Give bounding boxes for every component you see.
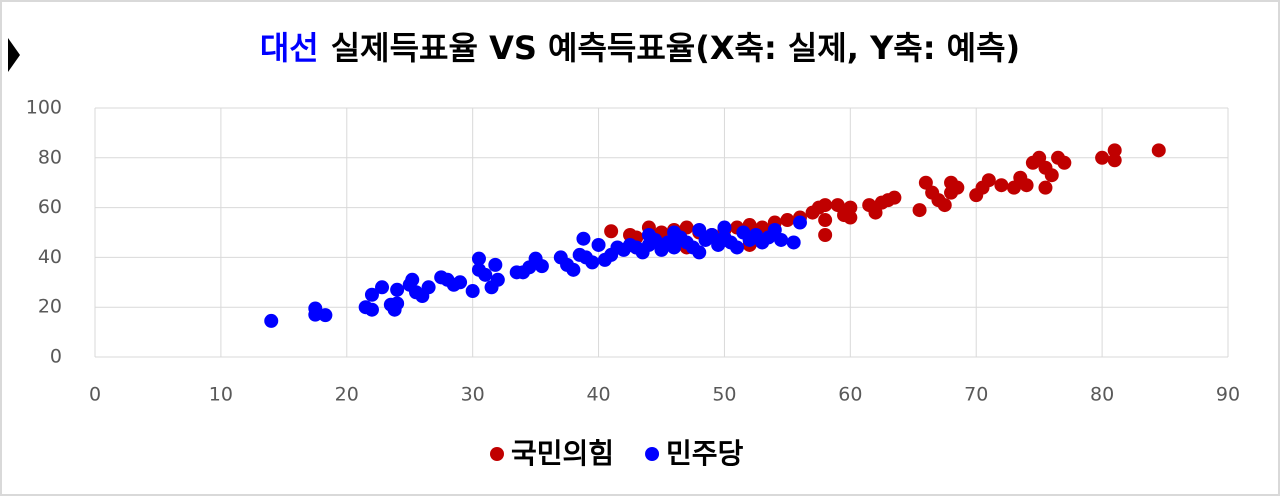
- point: [1107, 143, 1122, 158]
- legend-marker: [490, 447, 504, 461]
- point: [490, 272, 505, 287]
- legend-marker: [645, 447, 660, 461]
- point: [1057, 155, 1072, 170]
- point: [1151, 143, 1166, 158]
- point: [488, 257, 503, 272]
- point: [390, 282, 405, 297]
- point: [1032, 150, 1047, 165]
- point: [818, 198, 833, 213]
- y-tick-label: 80: [38, 146, 62, 168]
- point: [604, 224, 619, 239]
- x-tick-label: 40: [586, 384, 610, 406]
- marker-icon: [8, 38, 20, 72]
- point: [566, 262, 581, 277]
- chart-title: 대선 실제득표율 VS 예측득표율(X축: 실제, Y축: 예측): [260, 29, 1020, 67]
- point: [534, 259, 549, 274]
- y-tick-label: 0: [50, 346, 62, 368]
- point: [1019, 178, 1034, 193]
- point: [717, 220, 732, 235]
- x-tick-label: 80: [1090, 384, 1114, 406]
- point: [843, 200, 858, 215]
- point: [887, 190, 902, 205]
- x-tick-label: 90: [1216, 384, 1240, 406]
- point: [692, 223, 707, 238]
- point: [818, 213, 833, 228]
- point: [421, 280, 436, 295]
- point: [478, 267, 493, 282]
- point: [780, 213, 795, 228]
- point: [405, 272, 420, 287]
- x-tick-label: 0: [89, 384, 101, 406]
- point: [868, 205, 883, 220]
- y-tick-label: 100: [26, 97, 62, 119]
- point: [692, 245, 707, 260]
- legend-label: 국민의힘: [511, 437, 614, 470]
- point: [591, 237, 606, 252]
- point: [981, 173, 996, 188]
- point: [994, 178, 1009, 193]
- x-tick-label: 50: [712, 384, 736, 406]
- point: [818, 227, 833, 242]
- point: [792, 215, 807, 230]
- point: [950, 180, 965, 195]
- point: [667, 240, 682, 255]
- point: [390, 296, 405, 311]
- point: [471, 251, 486, 266]
- point: [318, 308, 333, 323]
- y-tick-label: 40: [38, 246, 62, 268]
- x-tick-label: 10: [209, 384, 233, 406]
- point: [576, 231, 591, 246]
- point: [375, 280, 390, 295]
- legend-label: 민주당: [666, 437, 744, 470]
- point: [1038, 180, 1053, 195]
- point: [843, 210, 858, 225]
- point: [786, 235, 801, 250]
- point: [1107, 153, 1122, 168]
- point: [585, 255, 600, 270]
- title-text: 실제득표율 VS 예측득표율(X축: 실제, Y축: 예측): [331, 29, 1020, 67]
- x-tick-label: 30: [461, 384, 485, 406]
- point: [937, 198, 952, 213]
- point: [704, 227, 719, 242]
- point: [912, 203, 927, 218]
- point: [830, 198, 845, 213]
- point: [264, 313, 279, 328]
- point: [730, 240, 745, 255]
- point: [918, 175, 933, 190]
- point: [1095, 150, 1110, 165]
- point: [308, 301, 323, 316]
- point: [465, 284, 480, 299]
- point: [364, 302, 379, 317]
- point: [667, 225, 682, 240]
- x-tick-label: 60: [838, 384, 862, 406]
- y-tick-label: 20: [38, 296, 62, 318]
- x-tick-label: 20: [335, 384, 359, 406]
- point: [767, 223, 782, 238]
- y-tick-label: 60: [38, 196, 62, 218]
- point: [641, 227, 656, 242]
- point: [364, 287, 379, 302]
- point: [679, 220, 694, 235]
- x-tick-label: 70: [964, 384, 988, 406]
- point: [774, 232, 789, 247]
- title-highlight: 대선: [260, 29, 319, 67]
- point: [453, 275, 468, 290]
- point: [1006, 180, 1021, 195]
- point: [1044, 168, 1059, 183]
